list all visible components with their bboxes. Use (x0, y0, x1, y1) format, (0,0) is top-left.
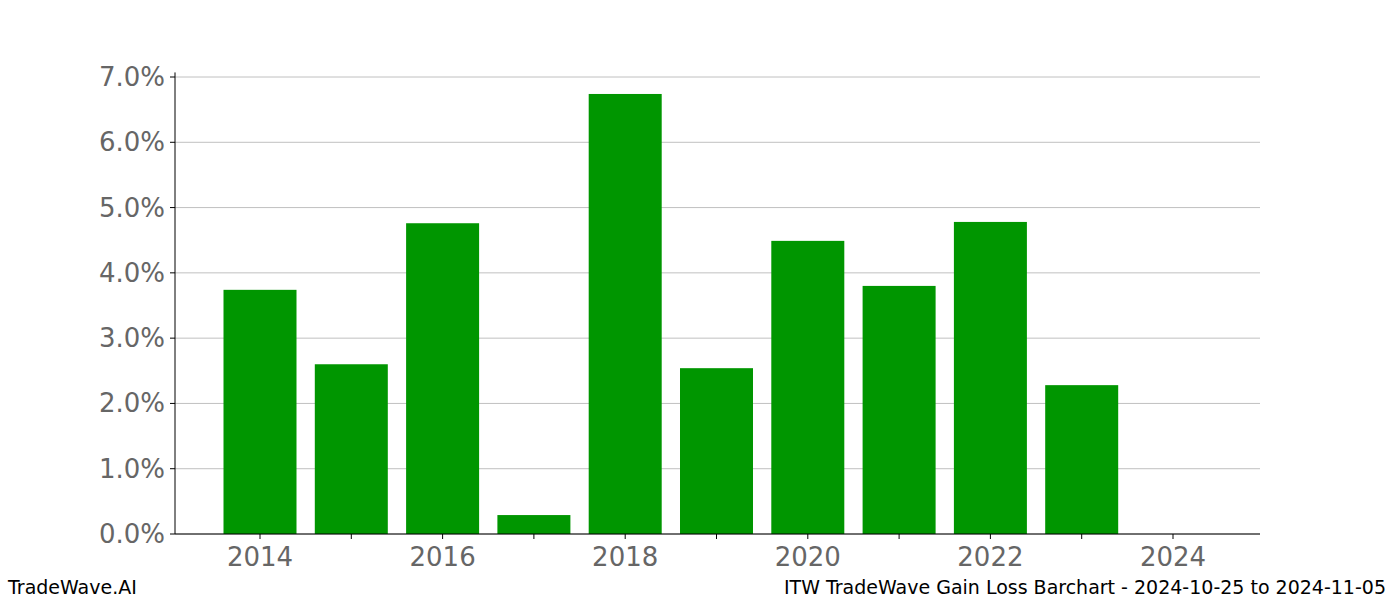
grid-line (175, 338, 1260, 339)
x-tick-label: 2024 (1140, 542, 1206, 572)
y-tick (170, 468, 175, 469)
y-tick-label: 7.0% (99, 62, 165, 92)
y-tick (170, 534, 175, 535)
source: TradeWave.AI (7, 576, 137, 598)
bar (224, 290, 297, 534)
x-axis-line (175, 534, 1260, 535)
grid-line (175, 272, 1260, 273)
y-tick (170, 142, 175, 143)
x-tick (899, 534, 900, 539)
grid-line (175, 534, 1260, 535)
bar (771, 241, 844, 534)
x-tick (807, 534, 808, 539)
x-tick (1081, 534, 1082, 539)
y-tick (170, 272, 175, 273)
grid-line (175, 207, 1260, 208)
x-tick (625, 534, 626, 539)
x-tick (351, 534, 352, 539)
bar (863, 286, 936, 534)
x-tick-label: 2020 (775, 542, 841, 572)
y-tick-label: 6.0% (99, 127, 165, 157)
grid-line (175, 142, 1260, 143)
y-axis-line (175, 72, 176, 534)
bars (224, 94, 1119, 534)
title: ITW TradeWave Gain Loss Barchart - 2024-… (784, 576, 1386, 598)
chart: 0.0% 1.0% 2.0% 3.0% 4.0% 5.0% 6.0% 7.0% 2014 2016… (0, 0, 1400, 600)
grid (175, 77, 1260, 534)
y-tick (170, 403, 175, 404)
x-tick (442, 534, 443, 539)
y-tick-label: 4.0% (99, 258, 165, 288)
bar (406, 223, 479, 534)
x-tick (260, 534, 261, 539)
bar (680, 368, 753, 534)
y-tick-label: 3.0% (99, 323, 165, 353)
y-tick (170, 77, 175, 78)
bar (589, 94, 662, 534)
x-tick (533, 534, 534, 539)
bar (954, 222, 1027, 534)
x-tick (716, 534, 717, 539)
bar (497, 515, 570, 534)
y-tick-label: 1.0% (99, 454, 165, 484)
y-tick (170, 338, 175, 339)
x-tick (990, 534, 991, 539)
x-tick-label: 2022 (957, 542, 1023, 572)
bar (1045, 385, 1118, 534)
y-tick-label: 2.0% (99, 388, 165, 418)
x-tick-label: 2016 (410, 542, 476, 572)
x-tick-label: 2018 (592, 542, 658, 572)
y-tick-label: 5.0% (99, 193, 165, 223)
y-tick-label: 0.0% (99, 519, 165, 549)
y-tick (170, 207, 175, 208)
grid-line (175, 77, 1260, 78)
x-tick (1173, 534, 1174, 539)
bar (315, 364, 388, 534)
x-tick-label: 2014 (227, 542, 293, 572)
